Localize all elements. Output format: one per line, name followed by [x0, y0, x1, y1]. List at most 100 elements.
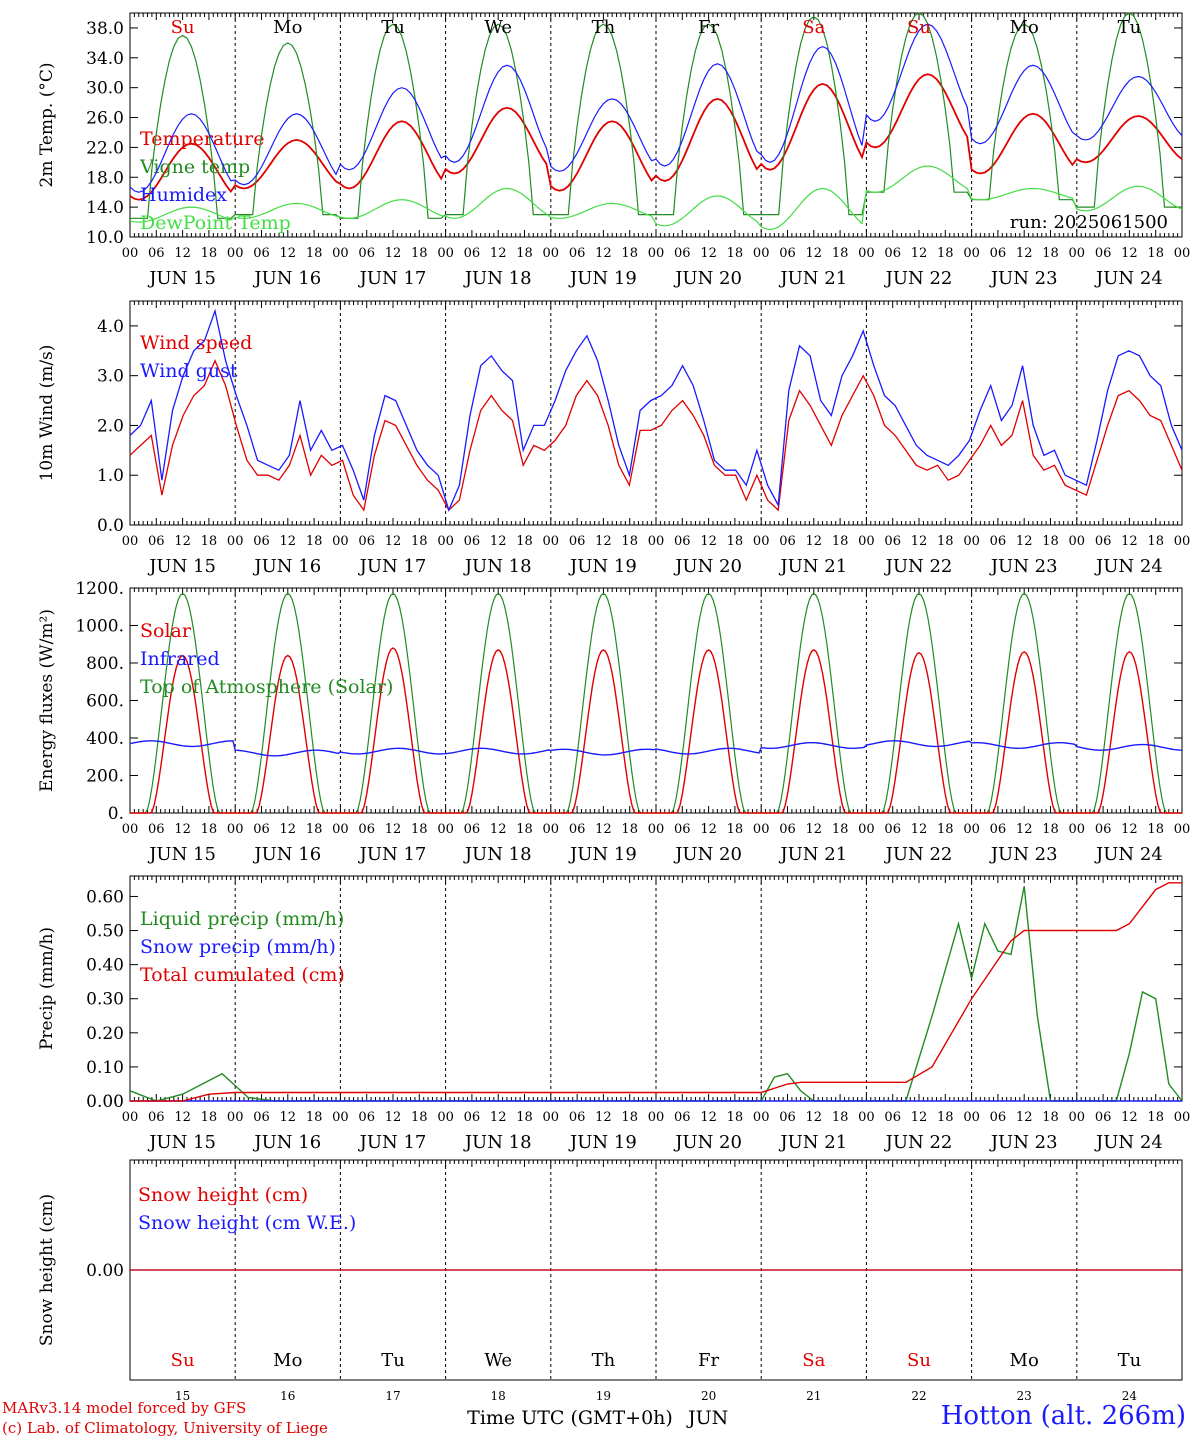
- hour-tick-label: 12: [385, 246, 402, 261]
- y-axis-label: Precip (mm/h): [37, 927, 57, 1050]
- day-number-label: 22: [911, 1389, 926, 1403]
- hour-tick-label: 06: [148, 246, 165, 261]
- hour-tick-label: 12: [1121, 822, 1138, 837]
- hour-tick-label: 12: [700, 1110, 717, 1125]
- hour-tick-label: 00: [543, 534, 560, 549]
- date-label: JUN 15: [147, 268, 216, 289]
- hour-tick-label: 06: [253, 822, 270, 837]
- date-label: JUN 23: [989, 556, 1058, 577]
- hour-tick-label: 18: [516, 246, 533, 261]
- y-tick-label: 14.0: [86, 198, 124, 218]
- credit-line-1: MARv3.14 model forced by GFS: [2, 1399, 247, 1417]
- hour-tick-label: 12: [1016, 534, 1033, 549]
- date-label: JUN 19: [568, 844, 637, 865]
- y-tick-label: 0.: [108, 804, 124, 824]
- hour-tick-label: 12: [1121, 1110, 1138, 1125]
- weekday-label: Tu: [381, 1350, 405, 1371]
- y-tick-label: 0.10: [86, 1058, 124, 1078]
- hour-tick-label: 12: [1016, 822, 1033, 837]
- hour-tick-label: 12: [911, 822, 928, 837]
- y-tick-label: 1200.: [75, 579, 124, 599]
- date-label: JUN 23: [989, 844, 1058, 865]
- date-label: JUN 17: [358, 556, 427, 577]
- hour-tick-label: 06: [779, 822, 796, 837]
- hour-tick-label: 06: [569, 246, 586, 261]
- legend-label: Wind speed: [140, 332, 252, 354]
- date-label: JUN 16: [252, 1132, 321, 1153]
- hour-tick-label: 06: [148, 822, 165, 837]
- hour-tick-label: 18: [621, 246, 638, 261]
- date-label: JUN 21: [778, 1132, 847, 1153]
- legend-label: Top of Atmosphere (Solar): [140, 676, 393, 698]
- y-tick-label: 400.: [86, 729, 124, 749]
- hour-tick-label: 18: [937, 534, 954, 549]
- hour-tick-label: 06: [674, 534, 691, 549]
- weekday-label: We: [484, 1350, 512, 1371]
- date-label: JUN 24: [1094, 268, 1163, 289]
- hour-tick-label: 00: [753, 246, 770, 261]
- hour-tick-label: 12: [911, 534, 928, 549]
- y-tick-label: 18.0: [86, 168, 124, 188]
- hour-tick-label: 00: [437, 246, 454, 261]
- y-tick-label: 26.0: [86, 109, 124, 129]
- hour-tick-label: 00: [1174, 1110, 1191, 1125]
- weekday-label: Su: [907, 17, 931, 38]
- hour-tick-label: 00: [332, 1110, 349, 1125]
- hour-tick-label: 00: [332, 534, 349, 549]
- hour-tick-label: 06: [990, 822, 1007, 837]
- month-label: JUN: [686, 1407, 728, 1429]
- legend-label: Vigne temp: [139, 156, 250, 178]
- hour-tick-label: 00: [1174, 822, 1191, 837]
- hour-tick-label: 06: [884, 534, 901, 549]
- date-label: JUN 20: [673, 844, 742, 865]
- hour-tick-label: 12: [1016, 246, 1033, 261]
- hour-tick-label: 00: [963, 1110, 980, 1125]
- legend-label: Infrared: [140, 648, 220, 670]
- hour-tick-label: 12: [490, 246, 507, 261]
- legend-label: Temperature: [140, 128, 264, 150]
- hour-tick-label: 00: [1069, 822, 1086, 837]
- date-label: JUN 18: [463, 844, 532, 865]
- hour-tick-label: 18: [1147, 534, 1164, 549]
- hour-tick-label: 00: [122, 246, 139, 261]
- hour-tick-label: 18: [727, 534, 744, 549]
- y-axis-label: 2m Temp. (°C): [37, 62, 57, 187]
- hour-tick-label: 06: [1095, 246, 1112, 261]
- day-number-label: 21: [806, 1389, 821, 1403]
- date-label: JUN 20: [673, 556, 742, 577]
- weekday-label: Su: [171, 17, 195, 38]
- hour-tick-label: 18: [727, 1110, 744, 1125]
- hour-tick-label: 00: [753, 822, 770, 837]
- hour-tick-label: 18: [201, 534, 218, 549]
- hour-tick-label: 00: [437, 534, 454, 549]
- date-label: JUN 18: [463, 1132, 532, 1153]
- hour-tick-label: 12: [806, 822, 823, 837]
- hour-tick-label: 00: [543, 822, 560, 837]
- date-label: JUN 19: [568, 556, 637, 577]
- hour-tick-label: 06: [253, 1110, 270, 1125]
- series-line-total-cumulated-cm-: [130, 882, 1182, 1102]
- run-label: run: 2025061500: [1010, 212, 1168, 233]
- hour-tick-label: 00: [1174, 534, 1191, 549]
- hour-tick-label: 12: [911, 246, 928, 261]
- weekday-label: Su: [171, 1350, 195, 1371]
- date-label: JUN 15: [147, 1132, 216, 1153]
- weekday-label: Tu: [381, 17, 405, 38]
- hour-tick-label: 18: [516, 534, 533, 549]
- hour-tick-label: 00: [332, 246, 349, 261]
- date-label: JUN 19: [568, 268, 637, 289]
- series-line-liquid-precip-mm-h-: [129, 886, 1183, 1102]
- y-tick-label: 10.0: [86, 228, 124, 248]
- hour-tick-label: 00: [1069, 246, 1086, 261]
- hour-tick-label: 06: [464, 534, 481, 549]
- hour-tick-label: 18: [411, 822, 428, 837]
- hour-tick-label: 18: [306, 534, 323, 549]
- date-label: JUN 19: [568, 1132, 637, 1153]
- y-tick-label: 0.30: [86, 990, 124, 1010]
- hour-tick-label: 00: [648, 1110, 665, 1125]
- weekday-label: Sa: [802, 1350, 825, 1371]
- hour-tick-label: 00: [648, 534, 665, 549]
- weekday-label: Fr: [698, 17, 719, 38]
- hour-tick-label: 06: [569, 534, 586, 549]
- hour-tick-label: 18: [306, 246, 323, 261]
